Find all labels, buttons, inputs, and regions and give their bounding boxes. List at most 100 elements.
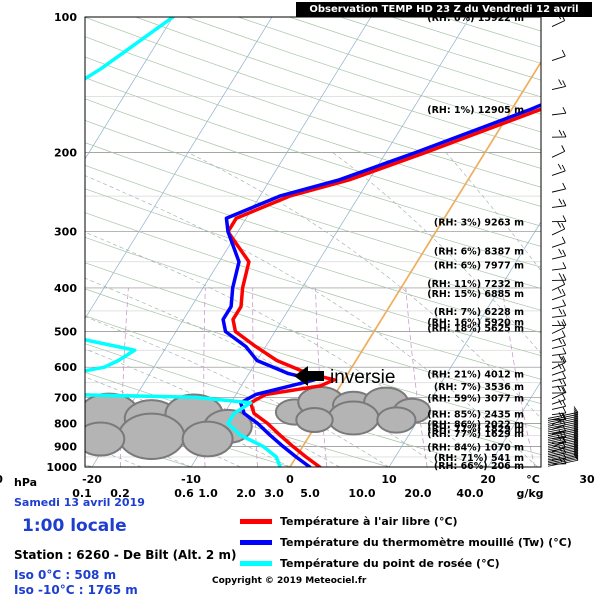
barb-flag [562, 365, 565, 371]
pressure-tick-label: 100 [54, 11, 77, 24]
rh-altitude-label: (RH: 0%) 15922 m [427, 13, 524, 24]
wind-barb [552, 79, 566, 89]
temperature-unit-label: °C [526, 473, 540, 486]
pressure-unit-label: hPa [14, 476, 37, 489]
rh-altitude-label: (RH: 7%) 3536 m [434, 382, 524, 393]
mixing-ratio-tick-label: 40.0 [456, 487, 483, 500]
mixing-ratio-tick-label: 2.0 [236, 487, 256, 500]
copyright: Copyright © 2019 Meteociel.fr [212, 576, 366, 586]
barb-shaft [552, 295, 565, 300]
barb-shaft [552, 21, 565, 27]
cloud-puff [183, 422, 233, 457]
temperature-tick-label: 10 [381, 473, 397, 486]
barb-flag [559, 130, 562, 136]
wind-barb [552, 386, 565, 399]
barb-shaft [552, 113, 566, 115]
iso0-label: Iso 0°C : 508 m [14, 568, 116, 582]
legend-swatch-blue [240, 540, 272, 545]
rh-altitude-label: (RH: 15%) 6885 m [427, 289, 524, 300]
pressure-tick-label: 400 [54, 282, 77, 295]
wind-barb [552, 183, 566, 192]
mixing-ratio-tick-label: 3.0 [264, 487, 284, 500]
rh-altitude-label: (RH: 59%) 3077 m [427, 393, 524, 404]
wind-barb [552, 249, 566, 259]
dry-adiabat [0, 17, 92, 467]
legend-item-dewpoint: Température du point de rosée (°C) [240, 557, 500, 570]
barb-flag [559, 355, 562, 361]
cloud-puff [119, 414, 184, 459]
wind-barb [552, 273, 566, 280]
rh-altitude-label: (RH: 6%) 7977 m [434, 261, 524, 272]
temperature-tick-label: -30 [0, 473, 3, 486]
cloud-puff [328, 402, 378, 435]
barb-flag [562, 145, 565, 151]
rh-altitude-label: (RH: 66%) 206 m [434, 461, 524, 472]
moist-adiabat [0, 153, 92, 468]
barb-flag [563, 310, 566, 316]
skewt-chart: 1002003004005006007008009001000hPa-40-30… [0, 0, 595, 500]
wind-barb [552, 357, 565, 369]
barb-flag [559, 199, 562, 205]
wind-barb [552, 130, 566, 137]
wind-barb [552, 309, 566, 318]
barb-flag [562, 50, 565, 56]
barb-flag [563, 131, 566, 137]
dry-adiabat [546, 17, 595, 467]
rh-altitude-label: (RH: 77%) 1629 m [427, 429, 524, 440]
legend-label: Température à l'air libre (°C) [280, 515, 458, 528]
barb-shaft [548, 460, 578, 466]
barb-flag [562, 223, 565, 229]
date-label: Samedi 13 avril 2019 [14, 496, 145, 509]
barb-shaft [552, 86, 566, 89]
wind-barb [552, 237, 565, 248]
barb-flag [562, 237, 565, 243]
mixing-ratio-unit-label: g/kg [516, 487, 543, 500]
barb-flag [563, 215, 566, 221]
mixing-ratio-tick-label: 10.0 [348, 487, 375, 500]
barb-flag [563, 300, 566, 306]
wind-barb [552, 300, 566, 309]
mixing-ratio-tick-label: 20.0 [404, 487, 431, 500]
temperature-tick-label: -10 [181, 473, 201, 486]
legend-swatch-cyan [240, 561, 272, 566]
wind-barb [552, 372, 566, 381]
rh-altitude-label: (RH: 7%) 6228 m [434, 307, 524, 318]
legend-label: Température du thermomètre mouillé (Tw) … [280, 536, 572, 549]
barb-shaft [552, 206, 566, 208]
barb-flag [562, 331, 565, 337]
barb-flag [559, 249, 562, 255]
barb-flag [563, 380, 566, 386]
barb-flag [563, 348, 566, 354]
barb-flag [563, 200, 566, 206]
wind-barb [548, 406, 578, 418]
cloud-puff [296, 408, 332, 432]
rh-altitude-label: (RH: 21%) 4012 m [427, 370, 524, 381]
barb-shaft [552, 393, 565, 399]
wind-barb [552, 338, 566, 348]
pressure-tick-label: 900 [54, 440, 77, 453]
barb-flag [559, 338, 562, 344]
barb-shaft [552, 56, 565, 61]
barb-flag [558, 164, 561, 170]
pressure-tick-label: 300 [54, 226, 77, 239]
legend-swatch-red [240, 519, 272, 524]
barb-flag [563, 372, 566, 378]
barb-flag [563, 262, 566, 268]
barb-flag [559, 309, 562, 315]
barb-shaft [548, 455, 578, 461]
barb-flag [563, 250, 566, 256]
barb-flag [563, 400, 566, 406]
legend-item-wetbulb: Température du thermomètre mouillé (Tw) … [240, 536, 572, 549]
pressure-tick-label: 1000 [46, 461, 77, 474]
barb-shaft [552, 171, 565, 176]
wind-barb [552, 50, 565, 61]
rh-altitude-label: (RH: 84%) 1070 m [427, 442, 524, 453]
barb-flag [558, 14, 561, 19]
wind-barb [552, 262, 566, 270]
rh-altitude-label: (RH: 3%) 9263 m [434, 218, 524, 229]
legend-label: Température du point de rosée (°C) [280, 557, 500, 570]
isotherm [587, 17, 595, 467]
barb-flag [559, 79, 562, 85]
barb-flag [563, 107, 566, 113]
pressure-tick-label: 600 [54, 361, 77, 374]
